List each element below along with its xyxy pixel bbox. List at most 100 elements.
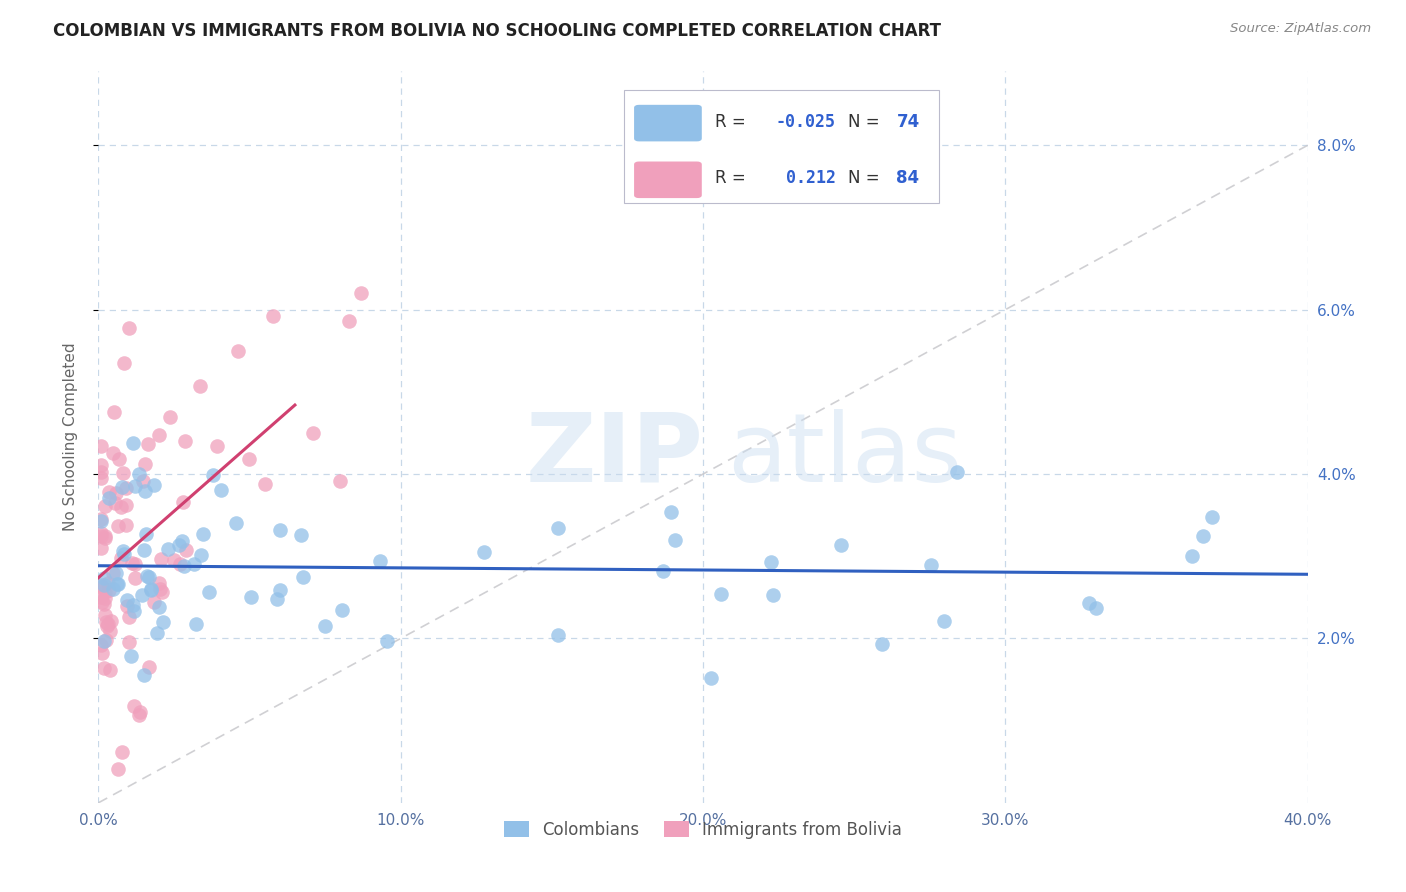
Point	[330, 603, 353, 617]
Point	[139, 582, 162, 596]
Point	[118, 321, 141, 335]
Point	[291, 570, 314, 584]
Point	[211, 483, 233, 497]
Point	[132, 543, 155, 558]
Point	[124, 571, 146, 585]
Point	[124, 479, 146, 493]
Point	[664, 533, 686, 548]
Point	[761, 555, 783, 569]
Point	[94, 615, 117, 629]
Point	[90, 590, 112, 604]
Point	[90, 526, 112, 541]
Point	[253, 476, 276, 491]
Point	[710, 586, 733, 600]
Text: N =: N =	[848, 169, 884, 187]
Point	[107, 577, 129, 591]
Point	[700, 671, 723, 685]
Text: 74: 74	[897, 112, 920, 130]
Point	[659, 505, 682, 519]
Point	[152, 615, 174, 630]
Point	[120, 648, 142, 663]
Point	[115, 592, 138, 607]
Point	[238, 452, 260, 467]
Point	[762, 588, 785, 602]
Text: 0.212: 0.212	[776, 169, 835, 187]
Point	[198, 585, 221, 599]
Point	[91, 647, 114, 661]
Point	[148, 428, 170, 442]
Point	[547, 628, 569, 642]
Point	[96, 632, 118, 647]
Point	[349, 286, 371, 301]
Point	[94, 529, 117, 543]
Point	[103, 566, 125, 580]
Point	[183, 557, 205, 571]
Point	[115, 481, 138, 495]
Point	[115, 599, 138, 614]
Text: atlas: atlas	[727, 409, 962, 502]
Point	[93, 597, 115, 611]
Point	[97, 575, 120, 590]
Point	[159, 410, 181, 425]
Point	[93, 633, 115, 648]
Point	[1181, 549, 1204, 564]
Point	[104, 485, 127, 500]
Point	[830, 538, 852, 552]
Point	[169, 558, 191, 572]
Point	[122, 604, 145, 618]
Point	[121, 435, 143, 450]
Point	[115, 498, 138, 512]
FancyBboxPatch shape	[634, 161, 702, 198]
Point	[97, 617, 120, 632]
Point	[131, 474, 153, 488]
Point	[170, 534, 193, 549]
Text: Source: ZipAtlas.com: Source: ZipAtlas.com	[1230, 22, 1371, 36]
Point	[946, 465, 969, 479]
Point	[269, 524, 291, 538]
Point	[90, 439, 112, 453]
Point	[226, 344, 249, 359]
Point	[93, 571, 115, 585]
Point	[112, 356, 135, 370]
Point	[205, 439, 228, 453]
Point	[143, 477, 166, 491]
Point	[94, 531, 117, 545]
Point	[103, 582, 125, 597]
Point	[269, 582, 291, 597]
Point	[90, 541, 112, 556]
Point	[90, 512, 112, 526]
Point	[111, 544, 134, 558]
Text: -0.025: -0.025	[776, 112, 835, 130]
Text: 84: 84	[897, 169, 920, 187]
Text: N =: N =	[848, 112, 884, 130]
Point	[146, 626, 169, 640]
Point	[122, 699, 145, 714]
Point	[128, 467, 150, 481]
Point	[90, 514, 112, 528]
Point	[112, 547, 135, 561]
Point	[94, 584, 117, 599]
Point	[97, 485, 120, 500]
Point	[193, 527, 215, 541]
Point	[1201, 510, 1223, 524]
Point	[872, 637, 894, 651]
Point	[138, 660, 160, 674]
Point	[90, 458, 112, 472]
Point	[117, 635, 139, 649]
Point	[225, 516, 247, 530]
Text: COLOMBIAN VS IMMIGRANTS FROM BOLIVIA NO SCHOOLING COMPLETED CORRELATION CHART: COLOMBIAN VS IMMIGRANTS FROM BOLIVIA NO …	[53, 22, 942, 40]
Point	[107, 452, 129, 467]
Point	[149, 582, 172, 597]
Point	[90, 528, 112, 542]
Legend: Colombians, Immigrants from Bolivia: Colombians, Immigrants from Bolivia	[496, 814, 910, 846]
FancyBboxPatch shape	[634, 105, 702, 142]
Point	[129, 705, 152, 719]
Point	[1078, 596, 1101, 610]
Point	[136, 569, 159, 583]
Point	[96, 618, 118, 632]
Point	[103, 405, 125, 419]
Point	[920, 558, 942, 573]
Point	[652, 565, 675, 579]
Point	[94, 500, 117, 514]
Point	[115, 518, 138, 533]
